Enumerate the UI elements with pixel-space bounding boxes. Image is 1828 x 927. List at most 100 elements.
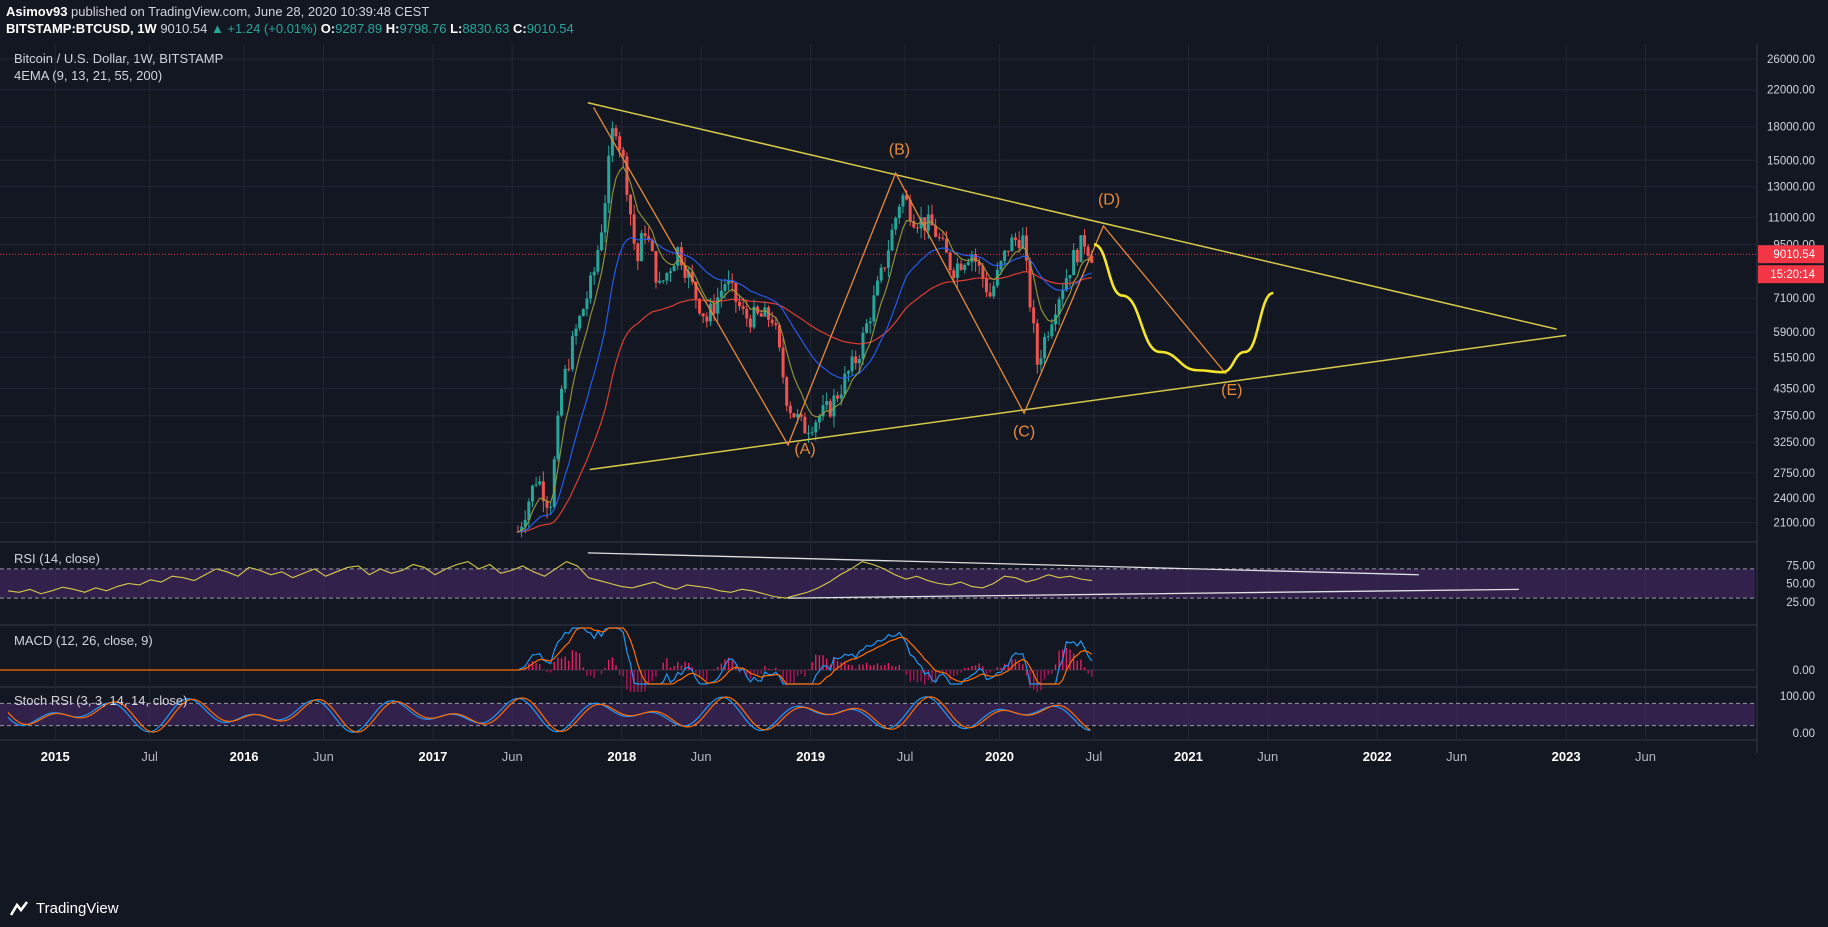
candle-body — [650, 239, 654, 252]
candle-body — [843, 373, 847, 395]
candle-body — [589, 275, 593, 299]
time-tick-label: Jun — [1446, 749, 1467, 764]
candle-body — [836, 395, 840, 399]
time-tick-label: 2017 — [418, 749, 447, 764]
candle-body — [629, 194, 633, 215]
candle-body — [854, 356, 858, 364]
candle-body — [643, 233, 647, 237]
low-label: L: — [450, 21, 463, 36]
time-tick-label: Jun — [313, 749, 334, 764]
candle-body — [668, 271, 672, 274]
candle-body — [828, 401, 832, 417]
time-axis[interactable]: 2015 Jul 2016 Jun 2017 Jun 2018 Jun 2019 Jul 2020 J… — [41, 749, 1656, 764]
candle-body — [716, 297, 720, 314]
tradingview-logo[interactable]: TradingView — [8, 899, 119, 917]
candle-body — [1039, 358, 1043, 365]
stoch-tick-label: 100.00 — [1780, 691, 1815, 703]
candle-body — [632, 214, 636, 244]
footer: TradingView — [0, 891, 1828, 927]
projection-curve — [1093, 243, 1274, 374]
candle-body — [578, 316, 582, 329]
candle-body — [1064, 278, 1068, 291]
candle-body — [796, 414, 800, 418]
candle-body — [654, 251, 658, 283]
macd-label: MACD (12, 26, close, 9) — [14, 633, 153, 648]
wave-label: (B) — [889, 141, 910, 158]
candle-body — [679, 247, 683, 266]
candle-body — [777, 325, 781, 348]
candle-body — [636, 243, 640, 262]
stoch-band — [0, 703, 1755, 726]
candle-body — [625, 156, 629, 195]
candle-body — [865, 323, 869, 333]
wave-lines: (A) (B) (C) (D) (E) — [592, 106, 1243, 458]
candle-body — [1090, 255, 1094, 263]
candle-body — [886, 250, 890, 268]
candle-body — [1075, 250, 1079, 263]
candle-body — [1086, 246, 1090, 256]
candle-body — [690, 271, 694, 283]
candle-body — [545, 501, 549, 508]
candle-body — [1079, 235, 1083, 263]
pane-labels: Bitcoin / U.S. Dollar, 1W, BITSTAMP 4EMA… — [14, 51, 223, 708]
ema-legend: 4EMA (9, 13, 21, 55, 200) — [14, 68, 162, 83]
candle-body — [534, 484, 538, 486]
candle-body — [905, 195, 909, 200]
price-tick-label: 3250.00 — [1773, 437, 1815, 449]
candle-body — [560, 388, 564, 416]
candle-body — [719, 290, 723, 298]
candle-body — [520, 526, 524, 532]
wave-label: (D) — [1098, 192, 1120, 209]
candle-body — [556, 415, 560, 460]
candle-body — [974, 254, 978, 262]
candle-body — [676, 247, 680, 266]
candle-body — [1035, 323, 1039, 365]
candle-body — [530, 485, 534, 502]
candle-body — [1017, 239, 1021, 249]
tradingview-cloud-icon — [9, 901, 29, 916]
candle-body — [948, 252, 952, 271]
candle-body — [879, 267, 883, 281]
candle-body — [806, 432, 810, 434]
candle-body — [825, 401, 829, 406]
low-value: 8830.63 — [462, 21, 510, 36]
candle-body — [770, 319, 774, 324]
candle-body — [915, 227, 919, 229]
price-tick-label: 5150.00 — [1773, 352, 1815, 364]
candle-body — [516, 531, 520, 533]
candle-body — [890, 229, 894, 251]
candle-body — [621, 149, 625, 157]
indicators — [0, 552, 1519, 733]
candle-body — [839, 394, 843, 399]
countdown-tag — [1758, 265, 1824, 284]
candle-body — [970, 254, 974, 263]
wave-label: (C) — [1013, 424, 1035, 441]
candle-body — [945, 238, 949, 253]
candle-body — [952, 270, 956, 278]
time-tick-label: 2021 — [1174, 749, 1203, 764]
high-value: 9798.76 — [399, 21, 447, 36]
ema-line — [517, 237, 1092, 533]
candle-body — [665, 273, 669, 281]
macd-tick-label: 0.00 — [1793, 665, 1815, 677]
candle-body — [610, 128, 614, 156]
candle-body — [759, 313, 763, 317]
brand-label: TradingView — [36, 899, 119, 917]
candle-body — [1046, 336, 1050, 338]
candle-body — [585, 298, 589, 310]
candle-body — [1068, 275, 1072, 279]
candle-body — [897, 206, 901, 219]
rsi-tick-label: 75.00 — [1786, 560, 1815, 572]
candle-body — [767, 307, 771, 320]
candle-body — [861, 332, 865, 360]
candle-body — [788, 405, 792, 414]
close-value: 9010.54 — [526, 21, 574, 36]
time-tick-label: Jun — [1257, 749, 1278, 764]
candle-body — [614, 128, 618, 137]
price-chart[interactable]: (A) (B) (C) (D) (E) 2100.00 2400.00 2750.00 325… — [0, 44, 1828, 891]
rsi-trendline — [788, 588, 1519, 599]
author-name[interactable]: Asimov93 — [6, 4, 68, 19]
candle-body — [618, 136, 622, 150]
candle-body — [672, 265, 676, 272]
price-axis[interactable]: 2100.00 2400.00 2750.00 3250.00 3750.00 4350.… — [1758, 54, 1824, 740]
